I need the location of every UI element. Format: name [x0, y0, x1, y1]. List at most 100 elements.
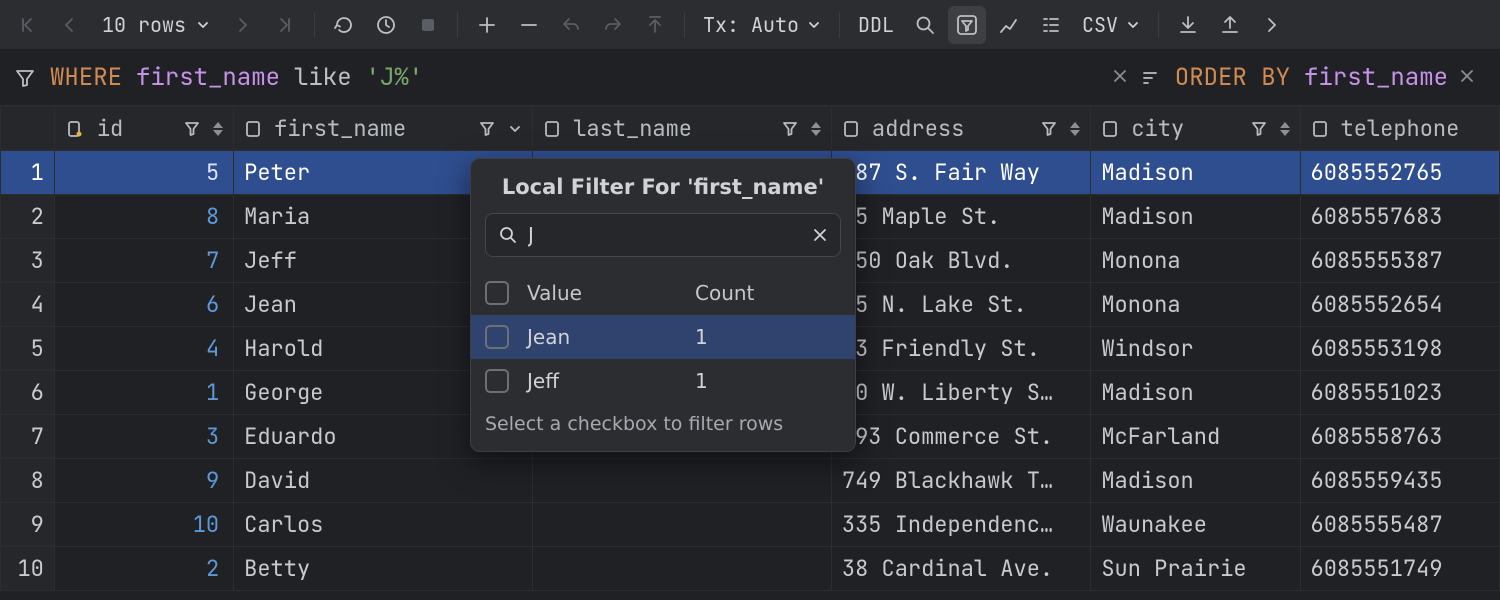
add-row-button[interactable]	[468, 6, 506, 44]
cell-telephone[interactable]: 6085553198	[1300, 327, 1499, 371]
cell-id[interactable]: 8	[54, 195, 233, 239]
search-button[interactable]	[906, 6, 944, 44]
sort-icon[interactable]	[1280, 122, 1290, 136]
column-header-telephone[interactable]: telephone	[1300, 107, 1499, 151]
cell-telephone[interactable]: 6085558763	[1300, 415, 1499, 459]
undo-button[interactable]	[552, 6, 590, 44]
cell-city[interactable]: Sun Prairie	[1091, 547, 1300, 591]
cell-address[interactable]: 335 Independenc…	[831, 503, 1090, 547]
local-filter-button[interactable]	[948, 6, 986, 44]
upload-button[interactable]	[1211, 6, 1249, 44]
cell-telephone[interactable]: 6085552654	[1300, 283, 1499, 327]
commit-button[interactable]	[636, 6, 674, 44]
popup-search-input[interactable]	[528, 223, 802, 247]
popup-filter-row[interactable]: Jeff1	[471, 359, 855, 403]
column-header-address[interactable]: address	[831, 107, 1090, 151]
more-button[interactable]	[1253, 6, 1291, 44]
last-page-button[interactable]	[266, 6, 304, 44]
cell-id[interactable]: 10	[54, 503, 233, 547]
tx-mode-selector[interactable]: Tx: Auto	[695, 6, 829, 44]
cell-city[interactable]: Waunakee	[1091, 503, 1300, 547]
cell-telephone[interactable]: 6085555487	[1300, 503, 1499, 547]
popup-search-box[interactable]	[485, 213, 841, 257]
popup-filter-row[interactable]: Jean1	[471, 315, 855, 359]
cell-telephone[interactable]: 6085551023	[1300, 371, 1499, 415]
filter-icon[interactable]	[1250, 120, 1268, 138]
cell-id[interactable]: 6	[54, 283, 233, 327]
download-button[interactable]	[1169, 6, 1207, 44]
column-header-id[interactable]: id	[54, 107, 233, 151]
history-button[interactable]	[367, 6, 405, 44]
cell-address[interactable]: 693 Commerce St.	[831, 415, 1090, 459]
cell-address[interactable]: 38 Cardinal Ave.	[831, 547, 1090, 591]
cell-id[interactable]: 1	[54, 371, 233, 415]
refresh-button[interactable]	[325, 6, 363, 44]
cell-city[interactable]: Madison	[1091, 151, 1300, 195]
cell-last-name[interactable]	[533, 547, 832, 591]
cell-city[interactable]: McFarland	[1091, 415, 1300, 459]
sort-icon[interactable]	[1070, 122, 1080, 136]
cell-city[interactable]: Madison	[1091, 195, 1300, 239]
first-page-button[interactable]	[8, 6, 46, 44]
cell-address[interactable]: 749 Blackhawk T…	[831, 459, 1090, 503]
cell-id[interactable]: 5	[54, 151, 233, 195]
filter-checkbox[interactable]	[485, 369, 509, 393]
prev-page-button[interactable]	[50, 6, 88, 44]
cell-city[interactable]: Windsor	[1091, 327, 1300, 371]
export-format-selector[interactable]: CSV	[1074, 6, 1148, 44]
cell-address[interactable]: 10 W. Liberty S…	[831, 371, 1090, 415]
rows-selector[interactable]: 10 rows	[92, 6, 220, 44]
cell-id[interactable]: 4	[54, 327, 233, 371]
cell-telephone[interactable]: 6085559435	[1300, 459, 1499, 503]
table-row[interactable]: 102Betty38 Cardinal Ave.Sun Prairie60855…	[1, 547, 1500, 591]
view-mode-button[interactable]	[1032, 6, 1070, 44]
cell-address[interactable]: 45 Maple St.	[831, 195, 1090, 239]
cell-last-name[interactable]	[533, 503, 832, 547]
stop-button[interactable]	[409, 6, 447, 44]
clear-orderby-button[interactable]	[1448, 65, 1486, 91]
filter-checkbox[interactable]	[485, 325, 509, 349]
cell-address[interactable]: 450 Oak Blvd.	[831, 239, 1090, 283]
remove-row-button[interactable]	[510, 6, 548, 44]
chevron-down-icon[interactable]	[508, 122, 522, 136]
sort-icon[interactable]	[811, 122, 821, 136]
select-all-checkbox[interactable]	[485, 281, 509, 305]
cell-city[interactable]: Monona	[1091, 283, 1300, 327]
orderby-clause[interactable]: ORDER BY first_name	[1139, 62, 1448, 93]
cell-city[interactable]: Madison	[1091, 371, 1300, 415]
cell-telephone[interactable]: 6085555387	[1300, 239, 1499, 283]
cell-id[interactable]: 7	[54, 239, 233, 283]
redo-button[interactable]	[594, 6, 632, 44]
cell-address[interactable]: 387 S. Fair Way	[831, 151, 1090, 195]
clear-search-icon[interactable]	[812, 227, 828, 243]
cell-city[interactable]: Madison	[1091, 459, 1300, 503]
table-row[interactable]: 910Carlos335 Independenc…Waunakee6085555…	[1, 503, 1500, 547]
cell-id[interactable]: 3	[54, 415, 233, 459]
cell-telephone[interactable]: 6085552765	[1300, 151, 1499, 195]
filter-icon[interactable]	[781, 120, 799, 138]
cell-last-name[interactable]	[533, 459, 832, 503]
filter-icon[interactable]	[478, 120, 496, 138]
column-header-city[interactable]: city	[1091, 107, 1300, 151]
next-page-button[interactable]	[224, 6, 262, 44]
table-row[interactable]: 89David749 Blackhawk T…Madison6085559435	[1, 459, 1500, 503]
column-header-last-name[interactable]: last_name	[533, 107, 832, 151]
cell-first-name[interactable]: Carlos	[234, 503, 533, 547]
cell-address[interactable]: 63 Friendly St.	[831, 327, 1090, 371]
cell-city[interactable]: Monona	[1091, 239, 1300, 283]
filter-icon[interactable]	[183, 120, 201, 138]
cell-id[interactable]: 2	[54, 547, 233, 591]
clear-where-button[interactable]	[1101, 65, 1139, 91]
column-header-first-name[interactable]: first_name	[234, 107, 533, 151]
filter-icon[interactable]	[1040, 120, 1058, 138]
cell-telephone[interactable]: 6085557683	[1300, 195, 1499, 239]
cell-first-name[interactable]: David	[234, 459, 533, 503]
chart-button[interactable]	[990, 6, 1028, 44]
where-clause[interactable]: WHERE first_name like 'J%'	[14, 62, 1101, 93]
cell-id[interactable]: 9	[54, 459, 233, 503]
cell-telephone[interactable]: 6085551749	[1300, 547, 1499, 591]
sort-icon[interactable]	[213, 122, 223, 136]
cell-first-name[interactable]: Betty	[234, 547, 533, 591]
cell-address[interactable]: 05 N. Lake St.	[831, 283, 1090, 327]
ddl-button[interactable]: DDL	[850, 6, 902, 44]
